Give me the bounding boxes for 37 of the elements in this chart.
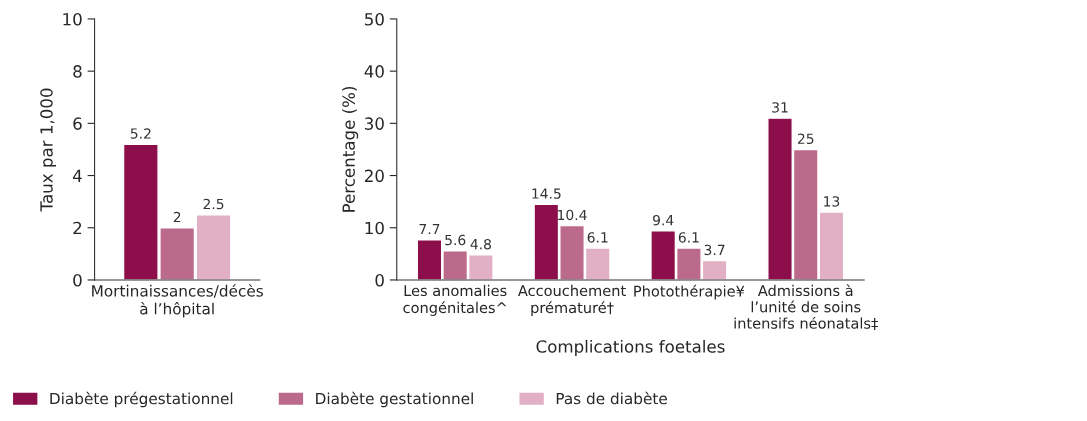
x-tick-label: Mortinaissances/décès à l’hôpital	[92, 284, 263, 318]
data-label: 9.4	[653, 214, 674, 226]
legend-label: Diabète prégestationnel	[50, 391, 233, 408]
data-label: 2	[173, 211, 181, 223]
y-tick-label: 6	[73, 117, 82, 130]
data-label: 6.1	[587, 232, 608, 243]
y-tick-label: 20	[364, 169, 384, 183]
data-label: 7.7	[419, 223, 440, 235]
x-axis-title: Complications foetales	[536, 339, 725, 357]
y-tick-label: 40	[364, 65, 384, 78]
data-label: 10.4	[558, 209, 587, 221]
data-label: 13	[824, 196, 840, 207]
x-tick-label: Les anomalies congénitales^	[403, 284, 507, 316]
y-tick-label: 10	[365, 221, 384, 235]
y-tick-label: 4	[72, 169, 82, 182]
y-axis-title: Percentage (%)	[342, 86, 359, 212]
y-tick-label: 0	[73, 273, 82, 287]
legend-label: Pas de diabète	[556, 391, 667, 405]
data-label: 6.1	[678, 232, 699, 243]
data-label: 5.2	[130, 128, 151, 139]
data-label: 4.8	[470, 238, 491, 250]
y-tick-label: 50	[365, 12, 384, 26]
data-label: 3.7	[704, 244, 725, 256]
y-tick-label: 8	[73, 65, 82, 78]
data-label: 14.5	[532, 188, 561, 199]
data-label: 5.6	[445, 234, 466, 246]
y-tick-label: 30	[365, 117, 384, 130]
y-tick-label: 10	[63, 12, 82, 26]
data-label: 2.5	[203, 198, 224, 210]
y-axis-title: Taux par 1,000	[40, 88, 56, 212]
data-label: 31	[772, 102, 788, 113]
y-tick-label: 0	[375, 273, 384, 287]
y-tick-label: 2	[73, 221, 82, 235]
x-tick-label: Photothérapie¥	[634, 284, 745, 300]
data-label: 25	[797, 133, 814, 144]
x-tick-label: Accouchement prématuré†	[518, 284, 626, 316]
legend-label: Diabète gestationnel	[316, 391, 473, 408]
